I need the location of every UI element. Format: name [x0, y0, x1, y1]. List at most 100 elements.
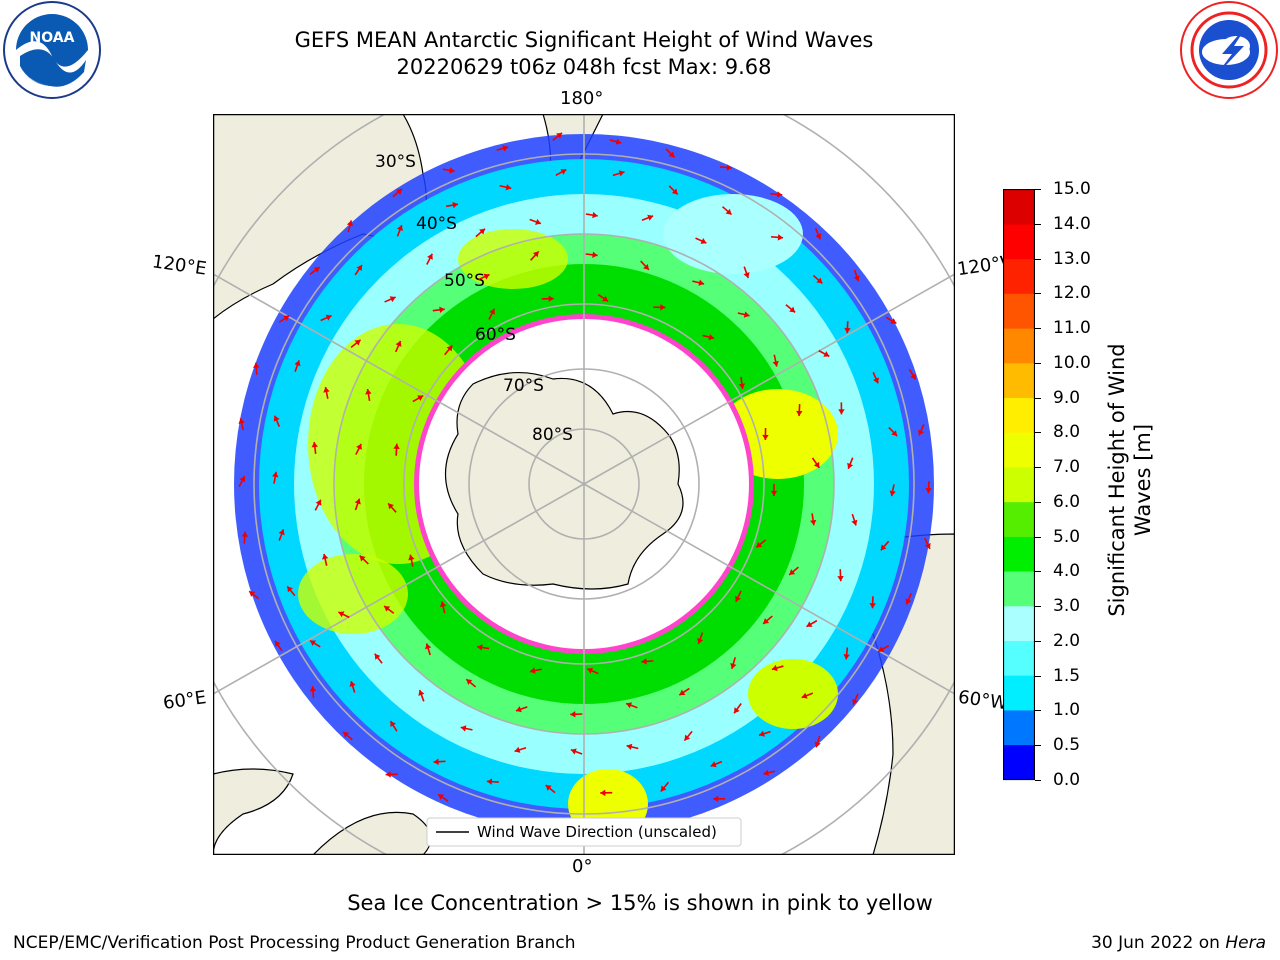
- wind-wave-arrowhead: [843, 654, 850, 660]
- wind-wave-arrowhead: [587, 667, 594, 674]
- colorbar-tick-mark: [1035, 640, 1041, 642]
- colorbar-tick-mark: [1035, 467, 1041, 469]
- wind-wave-arrowhead: [837, 575, 844, 582]
- wind-wave-arrowhead: [427, 253, 433, 260]
- wind-wave-arrowhead: [446, 345, 453, 352]
- plot-subtitle: 20220629 t06z 048h fcst Max: 9.68: [396, 55, 772, 79]
- longitude-label-60e: 60°E: [161, 687, 208, 714]
- longitude-label-120e: 120°E: [150, 251, 208, 280]
- wind-wave-arrowhead: [309, 686, 317, 692]
- wind-wave-arrowhead: [253, 362, 260, 368]
- colorbar-band: [1003, 571, 1035, 607]
- wind-wave-arrowhead: [697, 638, 704, 644]
- graticule: [213, 114, 955, 855]
- wind-wave-arrowhead: [853, 275, 860, 282]
- footer-credit: NCEP/EMC/Verification Post Processing Pr…: [13, 933, 576, 953]
- colorbar-tick-label: 7.0: [1053, 457, 1081, 478]
- wind-wave-arrowhead: [396, 225, 403, 232]
- longitude-label-0: 0°: [572, 856, 593, 877]
- colorbar-band: [1003, 675, 1035, 711]
- wind-wave-arrowhead: [641, 658, 647, 665]
- map-border: [213, 114, 955, 855]
- wind-wave-arrowhead: [698, 279, 705, 286]
- wind-wave-arrowhead: [532, 251, 539, 258]
- wind-wave-arrowhead: [643, 263, 649, 270]
- colorbar-tick-mark: [1035, 710, 1041, 712]
- wind-wave-arrowhead: [668, 151, 675, 158]
- land-africa-west: [213, 768, 294, 855]
- wind-wave-arrowhead: [449, 167, 455, 174]
- colorbar-tick-label: 9.0: [1053, 387, 1081, 408]
- colorbar-tick-label: 11.0: [1053, 318, 1091, 339]
- wind-wave-arrowhead: [852, 698, 859, 705]
- colorbar: [1003, 189, 1035, 781]
- colorbar-tick-mark: [1035, 571, 1041, 573]
- colorbar-tick-label: 15.0: [1053, 179, 1091, 199]
- wind-wave-arrowhead: [626, 743, 633, 750]
- wind-wave-arrowhead: [278, 529, 285, 536]
- colorbar-title: Significant Height of Wind Waves [m]: [1104, 330, 1156, 630]
- colorbar-band: [1003, 224, 1035, 260]
- wind-wave-arrowhead: [713, 795, 719, 803]
- wind-wave-arrowhead: [776, 191, 783, 198]
- wind-wave-arrowhead: [772, 360, 779, 367]
- wind-wave-arrowhead: [483, 273, 490, 280]
- wind-wave-arrowhead: [433, 758, 439, 765]
- wind-wave-arrowhead: [762, 434, 769, 440]
- colorbar-title-line1: Significant Height of Wind: [1105, 343, 1129, 617]
- wind-wave-arrowhead: [389, 296, 396, 303]
- wind-wave-arrowhead: [873, 377, 879, 384]
- wind-wave-arrowhead: [814, 741, 821, 748]
- plot-title: GEFS MEAN Antarctic Significant Height o…: [294, 28, 874, 52]
- wind-wave-arrowhead: [479, 228, 486, 235]
- wind-wave-arrowhead: [315, 499, 322, 506]
- wind-wave-arrowhead: [396, 188, 403, 195]
- land-antarctica: [444, 372, 684, 590]
- wind-wave-arrowhead: [274, 640, 281, 647]
- wind-wave-arrowhead: [735, 595, 741, 602]
- wind-wave-arrowhead: [789, 569, 796, 575]
- wind-wave-arrowhead: [891, 430, 898, 437]
- wind-wave-arrowhead: [806, 621, 813, 627]
- wind-wave-arrowhead: [356, 265, 362, 272]
- colorbar-tick-label: 4.0: [1053, 561, 1081, 582]
- wind-wave-arrowhead: [502, 145, 509, 152]
- colorbar-band: [1003, 501, 1035, 537]
- latitude-label-40s: 40°S: [416, 214, 457, 234]
- wind-wave-arrowhead: [325, 314, 332, 321]
- wind-wave-arrowhead: [684, 734, 691, 741]
- national-weather-service-logo: [1180, 1, 1278, 99]
- latitude-label-80s: 80°S: [532, 425, 573, 445]
- wind-wave-arrowhead: [905, 598, 912, 605]
- wind-wave-arrowhead: [918, 429, 925, 436]
- wind-wave-arrowhead: [343, 732, 350, 738]
- wind-wave-arrowhead: [272, 471, 279, 478]
- wind-wave-arrowhead: [615, 138, 622, 145]
- wind-wave-arrowhead: [880, 544, 887, 551]
- colorbar-tick-mark: [1035, 362, 1041, 364]
- wind-wave-arrowhead: [770, 490, 778, 496]
- wind-wave-arrowhead: [815, 233, 822, 240]
- colorbar-tick-label: 5.0: [1053, 526, 1081, 547]
- wind-wave-arrowhead: [660, 304, 666, 311]
- latitude-label-70s: 70°S: [503, 376, 544, 396]
- wind-wave-arrowhead: [356, 443, 362, 450]
- wind-wave-arrowhead: [869, 603, 876, 609]
- wind-wave-arrowhead: [759, 730, 765, 737]
- colorbar-tick-label: 10.0: [1053, 352, 1091, 373]
- colorbar-band: [1003, 397, 1035, 433]
- wind-wave-arrowhead: [700, 238, 707, 244]
- wind-wave-arrowhead: [322, 553, 329, 560]
- wind-wave-arrowhead: [273, 415, 280, 422]
- colorbar-tick-mark: [1035, 501, 1041, 503]
- colorbar-tick-mark: [1035, 745, 1041, 747]
- colorbar-tick-mark: [1035, 432, 1041, 434]
- colorbar-band: [1003, 293, 1035, 329]
- colorbar-band: [1003, 328, 1035, 364]
- latitude-label-30s: 30°S: [375, 152, 416, 172]
- wind-wave-arrowhead: [777, 234, 784, 241]
- wind-wave-arrowhead: [460, 725, 467, 732]
- wind-wave-arrowhead: [756, 541, 763, 548]
- colorbar-band: [1003, 258, 1035, 294]
- wind-wave-arrowhead: [910, 373, 916, 380]
